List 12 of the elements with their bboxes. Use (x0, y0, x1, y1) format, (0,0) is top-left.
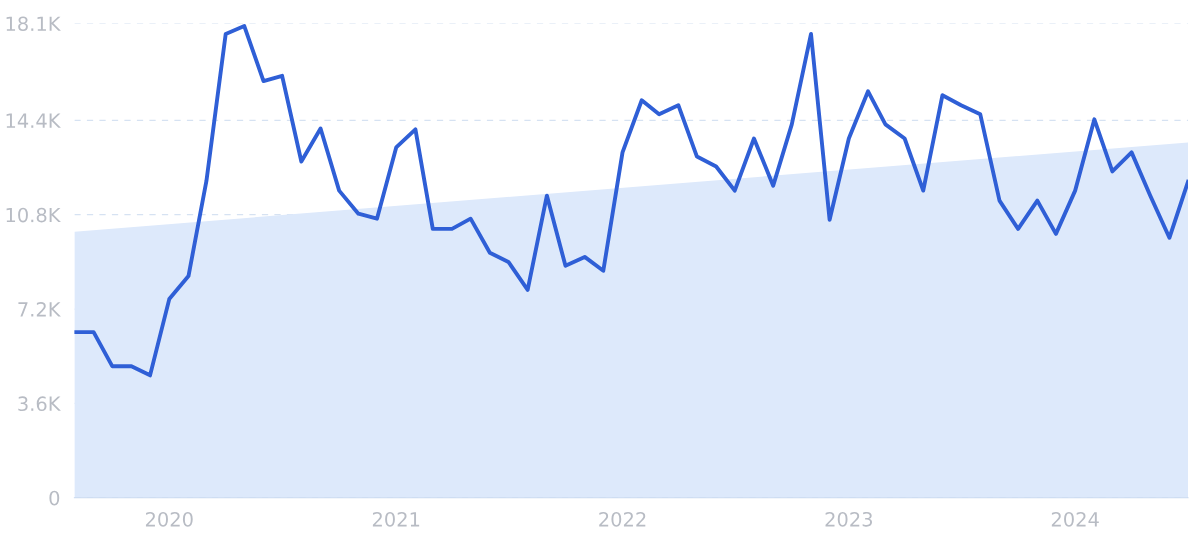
line-series (74, 24, 1188, 378)
x-tick-label: 2021 (372, 511, 420, 527)
y-tick-label: 18.1K (6, 16, 61, 32)
y-tick-label: 3.6K (18, 396, 61, 412)
y-tick-label: 0 (49, 490, 60, 506)
x-tick-label: 2024 (1051, 511, 1099, 527)
y-tick-label: 10.8K (6, 207, 61, 223)
y-tick-label: 14.4K (6, 113, 61, 128)
x-tick-label: 2023 (825, 511, 873, 527)
x-tick-label: 2020 (145, 511, 193, 527)
y-tick-label: 7.2K (18, 302, 61, 317)
x-tick-label: 2022 (599, 511, 646, 527)
